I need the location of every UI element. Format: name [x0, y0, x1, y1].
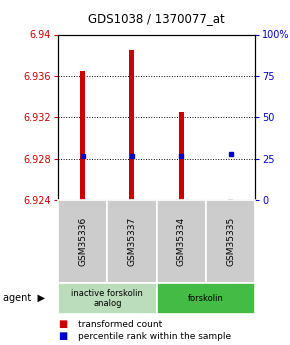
Text: forskolin: forskolin — [188, 294, 224, 303]
Text: transformed count: transformed count — [78, 320, 163, 329]
Text: GSM35334: GSM35334 — [177, 217, 186, 266]
Text: GSM35337: GSM35337 — [127, 217, 137, 266]
Text: agent  ▶: agent ▶ — [3, 294, 45, 303]
Bar — [80, 71, 85, 200]
Bar — [228, 199, 233, 200]
Text: GSM35335: GSM35335 — [226, 217, 235, 266]
Text: ■: ■ — [58, 319, 67, 329]
Bar — [129, 50, 134, 200]
Text: GDS1038 / 1370077_at: GDS1038 / 1370077_at — [88, 12, 225, 26]
Text: ■: ■ — [58, 332, 67, 341]
Text: percentile rank within the sample: percentile rank within the sample — [78, 332, 231, 341]
Text: inactive forskolin
analog: inactive forskolin analog — [71, 289, 143, 308]
Text: GSM35336: GSM35336 — [78, 217, 87, 266]
Bar — [179, 112, 184, 200]
